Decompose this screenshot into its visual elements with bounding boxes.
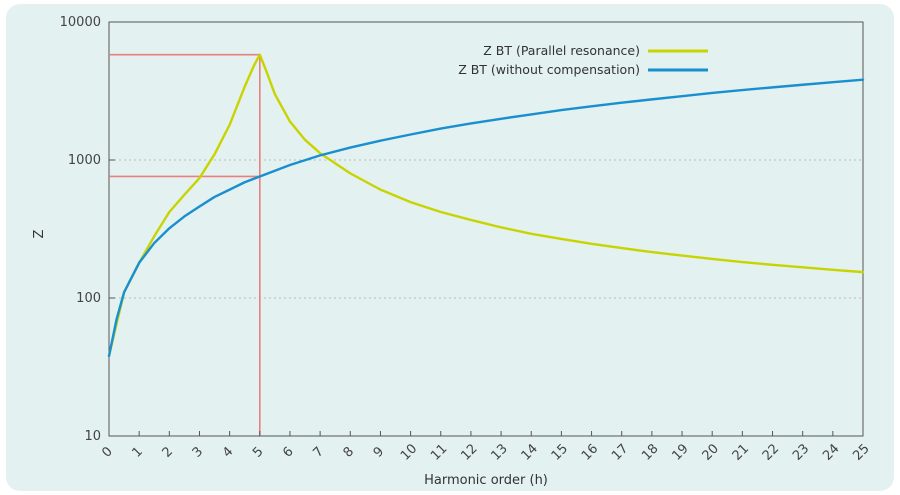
legend-label-without-compensation: Z BT (without compensation) <box>458 62 640 77</box>
x-tick-label: 0 <box>99 444 115 460</box>
x-tick-label: 25 <box>850 441 872 463</box>
x-tick-label: 2 <box>160 444 176 460</box>
x-tick-label: 17 <box>609 441 631 463</box>
x-tick-label: 22 <box>760 441 782 463</box>
x-tick-label: 12 <box>458 441 480 463</box>
y-axis-title: Z <box>32 229 47 238</box>
legend-label-parallel-resonance: Z BT (Parallel resonance) <box>483 43 640 58</box>
plot-area <box>108 21 864 437</box>
y-tick-label: 1000 <box>68 153 101 168</box>
y-tick-label: 10000 <box>60 15 101 30</box>
x-tick-label: 10 <box>398 441 420 463</box>
x-tick-label: 3 <box>190 444 206 460</box>
series-lines <box>107 53 865 358</box>
x-tick-label: 11 <box>428 441 450 463</box>
resonance-markers <box>109 53 261 436</box>
x-tick-label: 15 <box>549 441 571 463</box>
grid <box>109 159 863 299</box>
x-tick-label: 24 <box>820 441 842 463</box>
x-tick-label: 1 <box>129 444 145 460</box>
series-line-parallel-resonance <box>107 53 865 358</box>
x-tick-label: 14 <box>519 441 541 463</box>
x-tick-label: 19 <box>669 441 691 463</box>
x-tick-label: 5 <box>250 444 266 460</box>
x-tick-label: 4 <box>220 444 236 460</box>
x-tick-label: 21 <box>730 441 752 463</box>
y-axis-ticks: 10 100 1000 10000 <box>60 15 115 444</box>
x-tick-label: 6 <box>280 444 296 460</box>
legend: Z BT (Parallel resonance) Z BT (without … <box>458 43 708 77</box>
x-tick-label: 18 <box>639 441 661 463</box>
series-line-without-compensation <box>107 78 865 358</box>
x-tick-label: 23 <box>790 441 812 463</box>
x-tick-label: 7 <box>310 444 326 460</box>
x-tick-label: 13 <box>488 441 510 463</box>
x-tick-label: 8 <box>341 444 357 460</box>
x-tick-label: 16 <box>579 441 601 463</box>
y-tick-label: 100 <box>76 291 101 306</box>
x-tick-label: 20 <box>700 441 722 463</box>
impedance-chart: 0 1 2 3 4 5 6 7 8 9 10 11 12 13 14 15 16 17 18 19 20 21 22 23 24… <box>32 15 873 488</box>
chart-card: 0 1 2 3 4 5 6 7 8 9 10 11 12 13 14 15 16 17 18 19 20 21 22 23 24… <box>6 4 894 491</box>
y-tick-label: 10 <box>84 429 101 444</box>
x-axis-title: Harmonic order (h) <box>424 473 548 488</box>
x-tick-label: 9 <box>371 444 387 460</box>
